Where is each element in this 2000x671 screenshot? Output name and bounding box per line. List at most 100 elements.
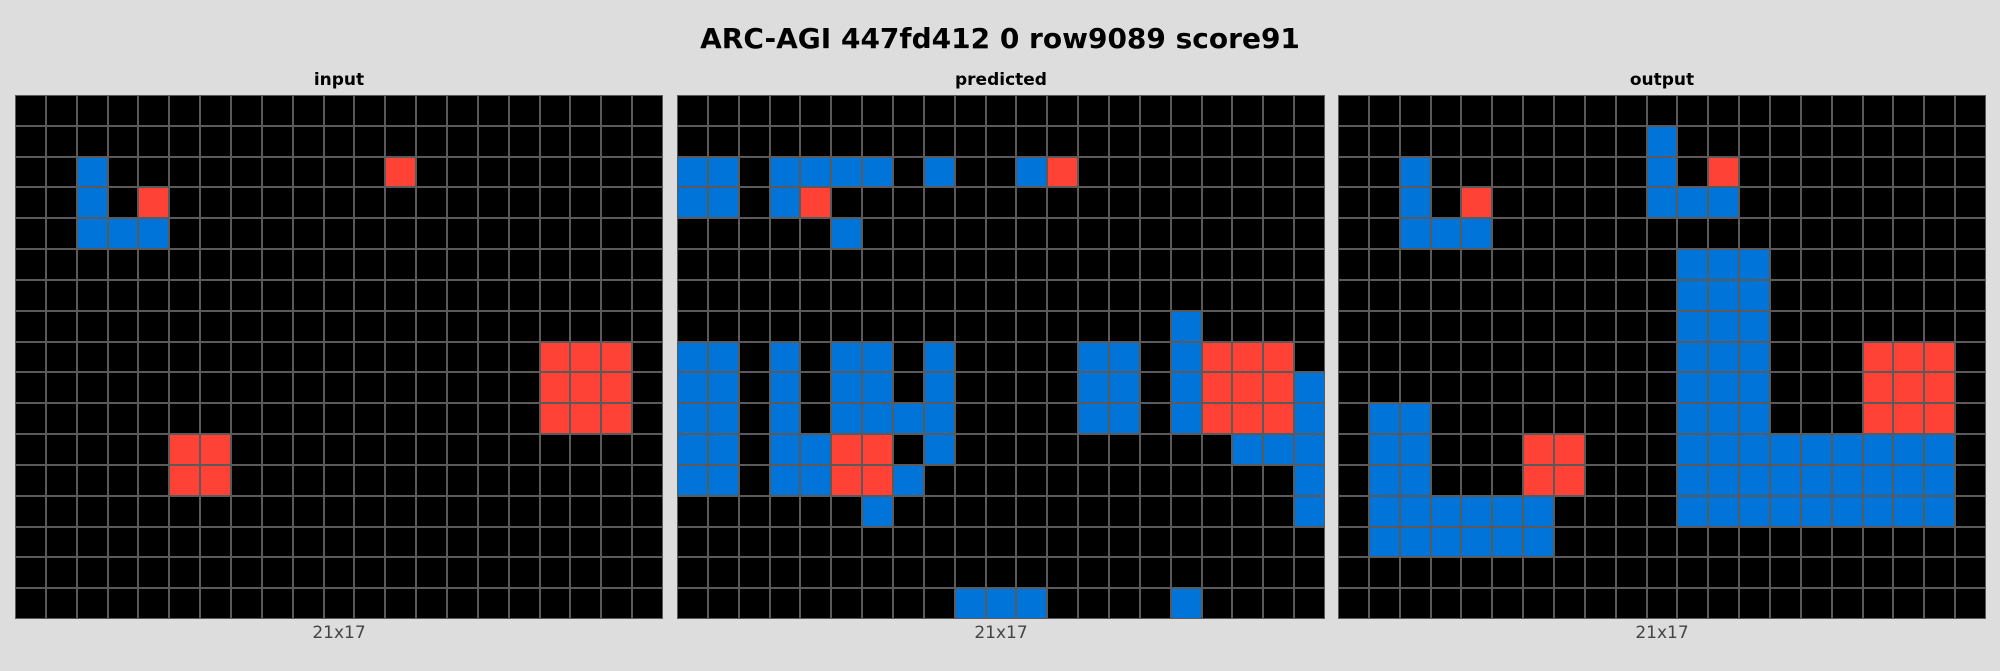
grid-cell — [1955, 249, 1986, 280]
grid-cell — [416, 341, 447, 373]
grid-cell — [862, 434, 893, 465]
grid-cell — [1554, 279, 1585, 311]
grid-cell — [954, 249, 986, 280]
grid-cell — [1893, 526, 1925, 558]
grid-cell — [231, 187, 262, 219]
grid-cell — [1523, 341, 1554, 373]
grid-cell — [1523, 526, 1554, 558]
grid-cell — [707, 588, 739, 619]
input-panel: input 21x17 — [15, 68, 663, 644]
grid-cell — [1584, 187, 1616, 219]
grid-cell — [508, 434, 540, 465]
grid-cell — [169, 249, 201, 280]
grid-cell — [923, 434, 955, 465]
grid-cell — [447, 434, 478, 465]
grid-cell — [107, 403, 139, 435]
grid-cell — [1047, 434, 1079, 465]
grid-cell — [1615, 495, 1647, 527]
grid-cell — [1862, 95, 1894, 126]
grid-cell — [1294, 125, 1325, 157]
grid-cell — [1770, 279, 1801, 311]
grid-cell — [385, 464, 417, 496]
grid-cell — [323, 310, 355, 342]
grid-cell — [601, 125, 633, 157]
grid-cell — [1739, 125, 1770, 157]
grid-cell — [385, 125, 417, 157]
grid-cell — [862, 279, 893, 311]
grid-cell — [1554, 434, 1585, 465]
grid-cell — [447, 249, 478, 280]
grid-cell — [831, 557, 863, 589]
grid-cell — [15, 464, 46, 496]
grid-cell — [1338, 495, 1369, 527]
grid-cell — [738, 495, 770, 527]
grid-cell — [1201, 156, 1233, 188]
grid-cell — [1047, 526, 1079, 558]
grid-cell — [985, 156, 1017, 188]
grid-cell — [769, 187, 801, 219]
grid-cell — [1109, 588, 1140, 619]
grid-cell — [923, 95, 955, 126]
grid-cell — [1170, 279, 1202, 311]
grid-cell — [769, 434, 801, 465]
grid-cell — [1294, 187, 1325, 219]
grid-cell — [169, 526, 201, 558]
grid-cell — [1338, 218, 1369, 250]
grid-cell — [1399, 557, 1431, 589]
grid-cell — [138, 495, 170, 527]
grid-cell — [1170, 557, 1202, 589]
grid-cell — [1461, 95, 1493, 126]
grid-cell — [893, 526, 924, 558]
grid-cell — [15, 403, 46, 435]
grid-cell — [831, 279, 863, 311]
grid-cell — [1047, 249, 1079, 280]
grid-cell — [477, 588, 509, 619]
grid-cell — [677, 434, 708, 465]
grid-cell — [1770, 218, 1801, 250]
grid-cell — [1584, 403, 1616, 435]
grid-cell — [923, 526, 955, 558]
grid-cell — [1523, 249, 1554, 280]
grid-cell — [261, 125, 293, 157]
grid-cell — [831, 95, 863, 126]
grid-cell — [1492, 187, 1524, 219]
grid-cell — [1646, 218, 1678, 250]
grid-cell — [570, 526, 602, 558]
grid-cell — [1584, 95, 1616, 126]
grid-cell — [1739, 279, 1770, 311]
grid-cell — [893, 125, 924, 157]
grid-cell — [539, 279, 571, 311]
grid-cell — [1109, 310, 1140, 342]
grid-cell — [1677, 156, 1709, 188]
grid-cell — [1615, 249, 1647, 280]
grid-cell — [385, 557, 417, 589]
grid-cell — [261, 218, 293, 250]
grid-cell — [1492, 557, 1524, 589]
predicted-panel: predicted 21x17 — [677, 68, 1325, 644]
predicted-grid-dims: 21x17 — [974, 623, 1028, 643]
grid-cell — [1170, 187, 1202, 219]
grid-cell — [632, 495, 663, 527]
grid-cell — [1615, 588, 1647, 619]
grid-cell — [138, 310, 170, 342]
grid-cell — [893, 279, 924, 311]
grid-cell — [831, 249, 863, 280]
grid-cell — [508, 218, 540, 250]
grid-cell — [1677, 588, 1709, 619]
grid-cell — [1078, 526, 1109, 558]
grid-cell — [1677, 310, 1709, 342]
grid-cell — [1294, 526, 1325, 558]
grid-cell — [1109, 279, 1140, 311]
grid-cell — [1924, 125, 1956, 157]
grid-cell — [1955, 588, 1986, 619]
grid-cell — [200, 341, 231, 373]
grid-cell — [1800, 372, 1832, 404]
grid-cell — [1078, 95, 1109, 126]
grid-cell — [1232, 372, 1264, 404]
grid-cell — [601, 495, 633, 527]
grid-cell — [477, 95, 509, 126]
grid-cell — [1708, 187, 1740, 219]
grid-cell — [1646, 526, 1678, 558]
grid-cell — [1078, 187, 1109, 219]
grid-cell — [923, 341, 955, 373]
